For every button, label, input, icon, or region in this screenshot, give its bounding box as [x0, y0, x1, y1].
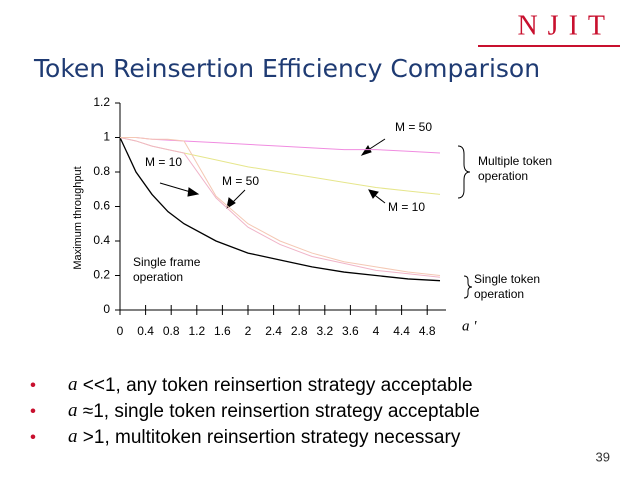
line-series	[119, 137, 441, 278]
x-tick-label: 0	[117, 324, 124, 338]
x-tick-label: 4	[373, 324, 380, 338]
x-axis-label: a '	[462, 318, 477, 334]
x-tick-label: 2.4	[265, 324, 282, 338]
annotation: M = 10	[388, 200, 425, 214]
y-tick-label: 1	[103, 130, 110, 144]
annotation: Single token	[474, 272, 540, 286]
bullet-text: a <<1, any token reinsertion strategy ac…	[68, 374, 473, 396]
x-tick-label: 2.8	[291, 324, 308, 338]
annotation: M = 50	[222, 174, 259, 188]
annotation: operation	[133, 270, 183, 284]
y-tick-label: 0	[103, 302, 110, 316]
x-tick-label: 3.6	[342, 324, 359, 338]
y-tick-label: 0.6	[93, 199, 110, 213]
arrows	[159, 138, 473, 299]
annotation: M = 10	[145, 155, 182, 169]
x-tick-label: 1.2	[188, 324, 205, 338]
line-series	[120, 137, 441, 276]
bullet-symbol: a	[68, 400, 78, 421]
y-tick-label: 0.2	[93, 268, 110, 282]
slide-title: Token Reinsertion Efficiency Comparison	[33, 54, 540, 83]
x-tick-label: 4.8	[419, 324, 436, 338]
bullet-symbol: a	[68, 374, 78, 395]
bullet-text: a ≈1, single token reinsertion strategy …	[68, 400, 480, 422]
bullets: • a <<1, any token reinsertion strategy a…	[30, 374, 480, 448]
y-axis-label: Maximum throughput	[72, 166, 84, 269]
annotation: Single frame	[133, 255, 201, 269]
x-tick-label: 0.4	[137, 324, 154, 338]
bullet-dot: •	[30, 401, 36, 420]
annotation: M = 50	[395, 120, 432, 134]
x-tick-label: 1.6	[214, 324, 231, 338]
x-tick-label: 4.4	[393, 324, 410, 338]
bullet-dot: •	[30, 375, 36, 394]
line-series	[120, 137, 441, 154]
x-tick-label: 0.8	[163, 324, 180, 338]
bullet-text: a >1, multitoken reinsertion strategy ne…	[68, 426, 461, 448]
y-tick-label: 0.8	[93, 164, 110, 178]
line-series	[119, 137, 441, 282]
bullet-body: ≈1, single token reinsertion strategy ac…	[78, 401, 480, 422]
annotation: Multiple token	[478, 154, 552, 168]
bullet-body: >1, multitoken reinsertion strategy nece…	[78, 427, 461, 448]
annotation: operation	[474, 287, 524, 301]
x-tick-label: 3.2	[316, 324, 333, 338]
y-tick-label: 0.4	[93, 233, 110, 247]
x-tick-label: 2	[245, 324, 252, 338]
bullet-dot: •	[30, 427, 36, 446]
page-number: 39	[596, 449, 610, 464]
logo: NJIT	[517, 10, 615, 41]
bullet-body: <<1, any token reinsertion strategy acce…	[78, 375, 473, 396]
y-tick-label: 1.2	[93, 95, 110, 109]
annotation: operation	[478, 169, 528, 183]
bullet-symbol: a	[68, 426, 78, 447]
